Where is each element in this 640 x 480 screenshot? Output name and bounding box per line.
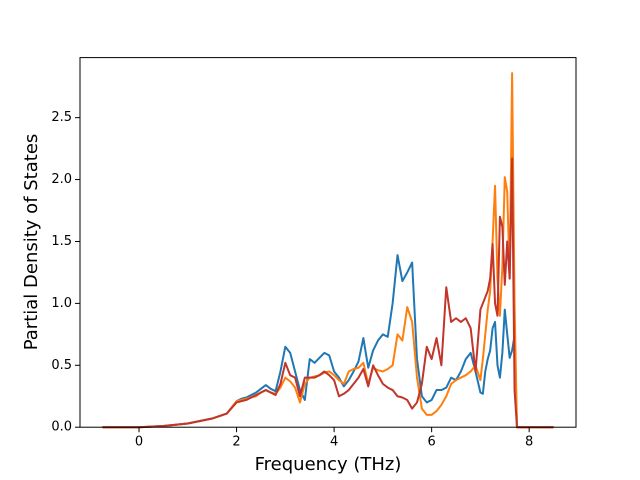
y-tick-label: 2.5	[51, 110, 72, 125]
y-tick-label: 0.5	[51, 358, 72, 373]
y-axis-label: Partial Density of States	[21, 134, 42, 351]
axes-frame	[79, 57, 577, 428]
x-tick-label: 8	[525, 435, 533, 450]
y-tick-label: 0.0	[51, 420, 72, 435]
y-tick-label: 1.0	[51, 296, 72, 311]
data-line	[102, 254, 554, 429]
data-line	[102, 157, 554, 429]
x-tick-label: 6	[427, 435, 435, 450]
x-tick-label: 0	[135, 435, 143, 450]
x-tick-label: 4	[330, 435, 338, 450]
x-axis-label: Frequency (THz)	[255, 454, 402, 475]
x-tick-label: 2	[232, 435, 240, 450]
y-tick-label: 1.5	[51, 234, 72, 249]
y-tick-label: 2.0	[51, 172, 72, 187]
